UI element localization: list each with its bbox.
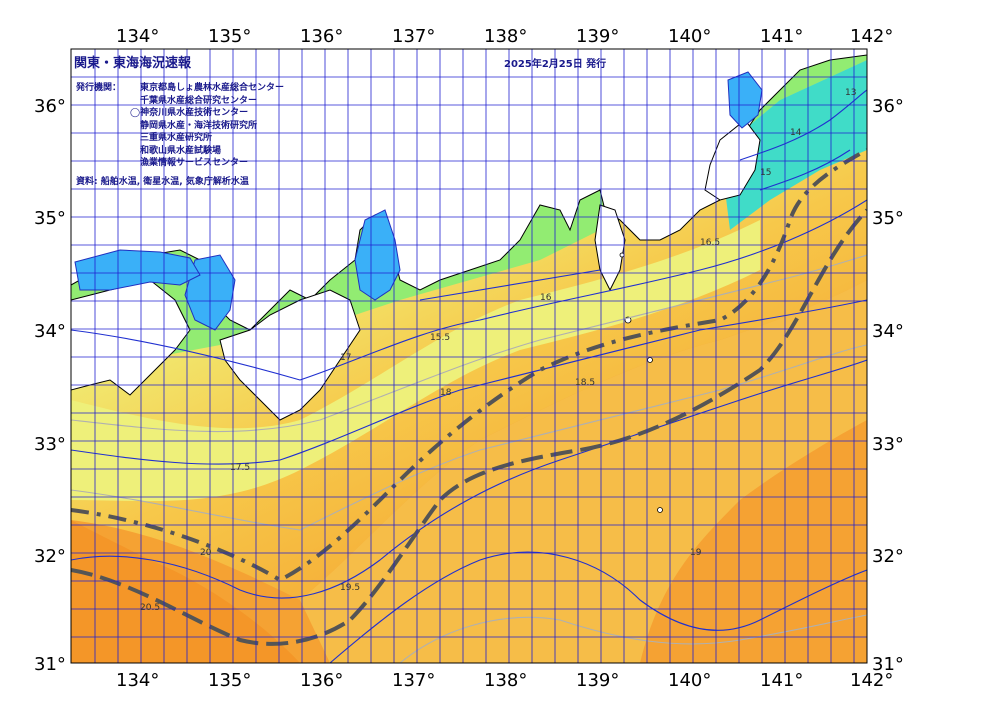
cyan-bay-zone	[720, 60, 867, 230]
lat-tick: 31°	[34, 654, 66, 675]
lat-tick: 35°	[34, 208, 66, 229]
issue-date: 2025年2月25日 発行	[504, 59, 607, 70]
lon-tick: 138°	[484, 26, 527, 47]
island	[647, 357, 653, 363]
agency-item: 静岡県水産・海洋技術研究所	[140, 120, 258, 131]
latitude-axis-left: 36° 35° 34° 33° 32° 31°	[34, 96, 66, 675]
lat-tick: 33°	[34, 434, 66, 455]
lon-tick: 142°	[850, 670, 893, 691]
contour-label: 20	[200, 548, 212, 558]
kuroshio-axis-north	[71, 148, 867, 583]
contour-label: 20.5	[140, 603, 160, 613]
contour-label: 17.5	[230, 463, 250, 473]
warm-patch-south	[71, 520, 300, 663]
lat-tick: 32°	[872, 546, 904, 567]
isotherms	[71, 89, 867, 663]
map-title: 関東・東海海況速報	[74, 56, 192, 71]
agency-item: ◯神奈川県水産技術センター	[130, 108, 249, 118]
lon-tick: 140°	[668, 26, 711, 47]
lon-tick: 138°	[484, 670, 527, 691]
land-boso-peninsula	[704, 119, 761, 201]
agency-item: 三重県水産研究所	[140, 133, 213, 143]
lat-tick: 36°	[872, 96, 904, 117]
lat-tick: 34°	[872, 321, 904, 342]
data-source: 資料: 船舶水温, 衛星水温, 気象庁解析水温	[76, 177, 249, 187]
lon-tick: 137°	[392, 26, 435, 47]
lat-tick: 34°	[34, 321, 66, 342]
agency-item: 東京都島しょ農林水産総合センター	[140, 83, 285, 93]
lon-tick: 136°	[300, 670, 343, 691]
latitude-axis-right: 36° 35° 34° 33° 32° 31°	[872, 96, 904, 675]
issuer-label: 発行機関：	[76, 83, 122, 93]
agency-item: 千葉県水産総合研究センター	[140, 95, 258, 106]
contour-label: 16.5	[700, 238, 720, 248]
tokyo-bay	[727, 71, 763, 129]
lat-tick: 31°	[872, 654, 904, 675]
contour-label: 17	[340, 353, 351, 363]
island	[657, 507, 663, 513]
contour-label: 18.5	[575, 378, 595, 388]
contour-label: 15.5	[430, 333, 450, 343]
island	[619, 252, 625, 258]
lon-tick: 139°	[576, 670, 619, 691]
lon-tick: 136°	[300, 26, 343, 47]
longitude-axis-top: 134° 135° 136° 137° 138° 139° 140° 141° …	[116, 26, 893, 47]
lat-tick: 32°	[34, 546, 66, 567]
ise-bay	[354, 209, 401, 301]
contour-labels: 13 14 15 15.5 16 16.5 17 17.5 18 18.5 19…	[140, 88, 856, 613]
lat-tick: 33°	[872, 434, 904, 455]
longitude-axis-bottom: 134° 135° 136° 137° 138° 139° 140° 141° …	[116, 670, 893, 691]
lon-tick: 140°	[668, 670, 711, 691]
mid-zone	[300, 280, 867, 663]
lon-tick: 135°	[208, 26, 251, 47]
contour-label: 13	[845, 88, 856, 98]
agency-item: 漁業情報サービスセンター	[140, 158, 249, 168]
lon-tick: 137°	[392, 670, 435, 691]
lat-tick: 36°	[34, 96, 66, 117]
lon-tick: 142°	[850, 26, 893, 47]
map-border	[70, 48, 868, 664]
contour-label: 19.5	[340, 583, 360, 593]
lon-tick: 139°	[576, 26, 619, 47]
lon-tick: 141°	[760, 26, 803, 47]
contour-label: 19	[690, 548, 702, 558]
contour-label: 18	[440, 388, 452, 398]
graticule	[71, 49, 867, 663]
contour-label: 16	[540, 293, 552, 303]
contour-label: 14	[790, 128, 802, 138]
contour-label: 15	[760, 168, 771, 178]
lon-tick: 141°	[760, 670, 803, 691]
lon-tick: 134°	[116, 26, 159, 47]
lon-tick: 135°	[208, 670, 251, 691]
lon-tick: 134°	[116, 670, 159, 691]
agency-list: 東京都島しょ農林水産総合センター 千葉県水産総合研究センター ◯神奈川県水産技術…	[130, 82, 285, 170]
agency-item: 和歌山県水産試験場	[140, 145, 222, 156]
kuroshio-axis-south	[71, 208, 867, 646]
lat-tick: 35°	[872, 208, 904, 229]
map-frame: 13 14 15 15.5 16 16.5 17 17.5 18 18.5 19…	[71, 49, 867, 663]
